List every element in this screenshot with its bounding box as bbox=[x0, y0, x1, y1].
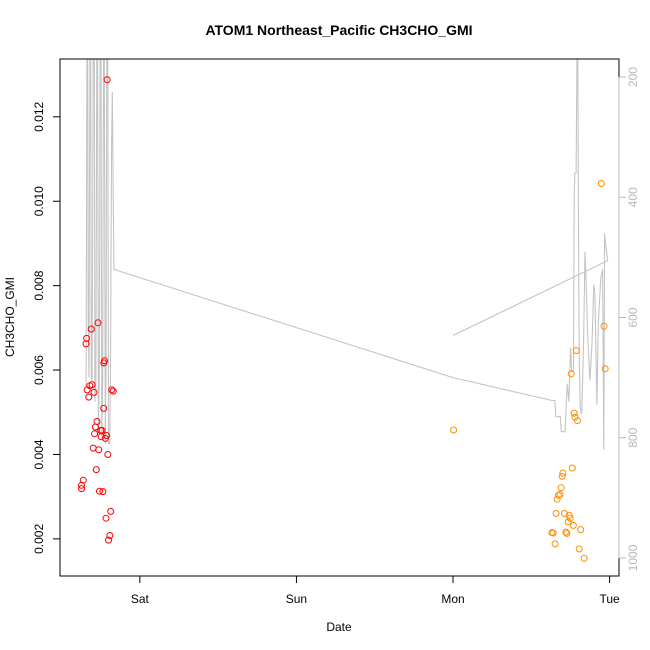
data-point-red bbox=[94, 319, 102, 327]
data-point-orange bbox=[568, 464, 576, 472]
data-point-orange bbox=[560, 510, 568, 517]
data-point-red bbox=[104, 451, 112, 458]
data-point-orange bbox=[597, 180, 605, 187]
data-point-orange bbox=[562, 528, 570, 536]
data-point-red bbox=[85, 393, 93, 401]
data-point-red bbox=[98, 426, 106, 434]
data-point-red bbox=[91, 430, 99, 438]
data-point-red bbox=[95, 446, 103, 454]
data-point-orange bbox=[567, 370, 575, 378]
y-axis-label: CH3CHO_GMI bbox=[3, 277, 17, 357]
data-point-red bbox=[96, 487, 103, 495]
data-point-red bbox=[78, 485, 86, 493]
data-point-red bbox=[109, 387, 117, 395]
x-tick-label: Mon bbox=[441, 592, 464, 606]
y2-tick-label: 1000 bbox=[626, 544, 640, 571]
data-point-orange bbox=[575, 545, 583, 553]
y2-tick-label: 400 bbox=[626, 187, 640, 207]
data-point-orange bbox=[600, 322, 608, 330]
data-point-red bbox=[79, 476, 87, 484]
data-point-orange bbox=[601, 365, 609, 373]
data-point-red bbox=[103, 76, 111, 84]
data-point-orange bbox=[450, 426, 458, 434]
data-point-orange bbox=[565, 511, 573, 519]
y2-tick-label: 800 bbox=[626, 427, 640, 447]
x-tick-label: Sun bbox=[286, 592, 307, 606]
y-tick-label: 0.008 bbox=[32, 270, 46, 300]
data-point-red bbox=[93, 418, 101, 425]
data-point-orange bbox=[569, 521, 577, 529]
x-tick-label: Sat bbox=[131, 592, 150, 606]
data-point-orange bbox=[558, 472, 566, 480]
data-point-orange bbox=[570, 409, 578, 417]
data-point-red bbox=[88, 381, 96, 389]
data-point-orange bbox=[551, 540, 559, 548]
data-point-orange bbox=[556, 491, 564, 498]
series-line bbox=[85, 59, 609, 450]
data-point-red bbox=[92, 466, 100, 474]
y-tick-label: 0.010 bbox=[32, 186, 46, 216]
data-point-orange bbox=[574, 417, 581, 425]
data-point-orange bbox=[566, 514, 574, 522]
data-point-red bbox=[101, 357, 108, 365]
data-point-red bbox=[100, 404, 108, 412]
data-point-red bbox=[90, 388, 98, 396]
data-point-red bbox=[106, 532, 114, 539]
data-point-orange bbox=[577, 526, 585, 534]
y-tick-label: 0.002 bbox=[32, 524, 46, 554]
plot-area: Sat Sun Mon Tue 0.002 0.004 0.006 0.008 0.010 0.0… bbox=[32, 58, 640, 606]
data-point-orange bbox=[557, 484, 565, 492]
data-point-orange bbox=[563, 529, 571, 537]
data-point-orange bbox=[549, 529, 557, 537]
y2-tick-label: 600 bbox=[626, 307, 640, 327]
data-point-orange bbox=[572, 347, 580, 355]
data-point-orange bbox=[552, 510, 560, 517]
data-point-red bbox=[108, 386, 116, 394]
data-point-orange bbox=[580, 554, 588, 562]
data-point-red bbox=[87, 325, 95, 333]
data-point-orange bbox=[564, 518, 572, 526]
y-tick-label: 0.012 bbox=[32, 101, 46, 131]
data-point-orange bbox=[559, 469, 567, 477]
y-tick-label: 0.006 bbox=[32, 355, 46, 385]
data-point-red bbox=[103, 432, 110, 439]
data-point-red bbox=[83, 334, 91, 342]
x-tick-label: Tue bbox=[599, 592, 620, 606]
data-point-red bbox=[105, 536, 112, 544]
data-point-red bbox=[99, 488, 107, 496]
y2-tick-label: 200 bbox=[626, 67, 640, 87]
data-point-red bbox=[102, 514, 110, 522]
x-axis-label: Date bbox=[326, 620, 352, 634]
y-tick-label: 0.004 bbox=[32, 439, 46, 469]
data-point-red bbox=[107, 507, 115, 515]
plot-frame bbox=[59, 58, 620, 577]
chart-title: ATOM1 Northeast_Pacific CH3CHO_GMI bbox=[205, 22, 472, 38]
